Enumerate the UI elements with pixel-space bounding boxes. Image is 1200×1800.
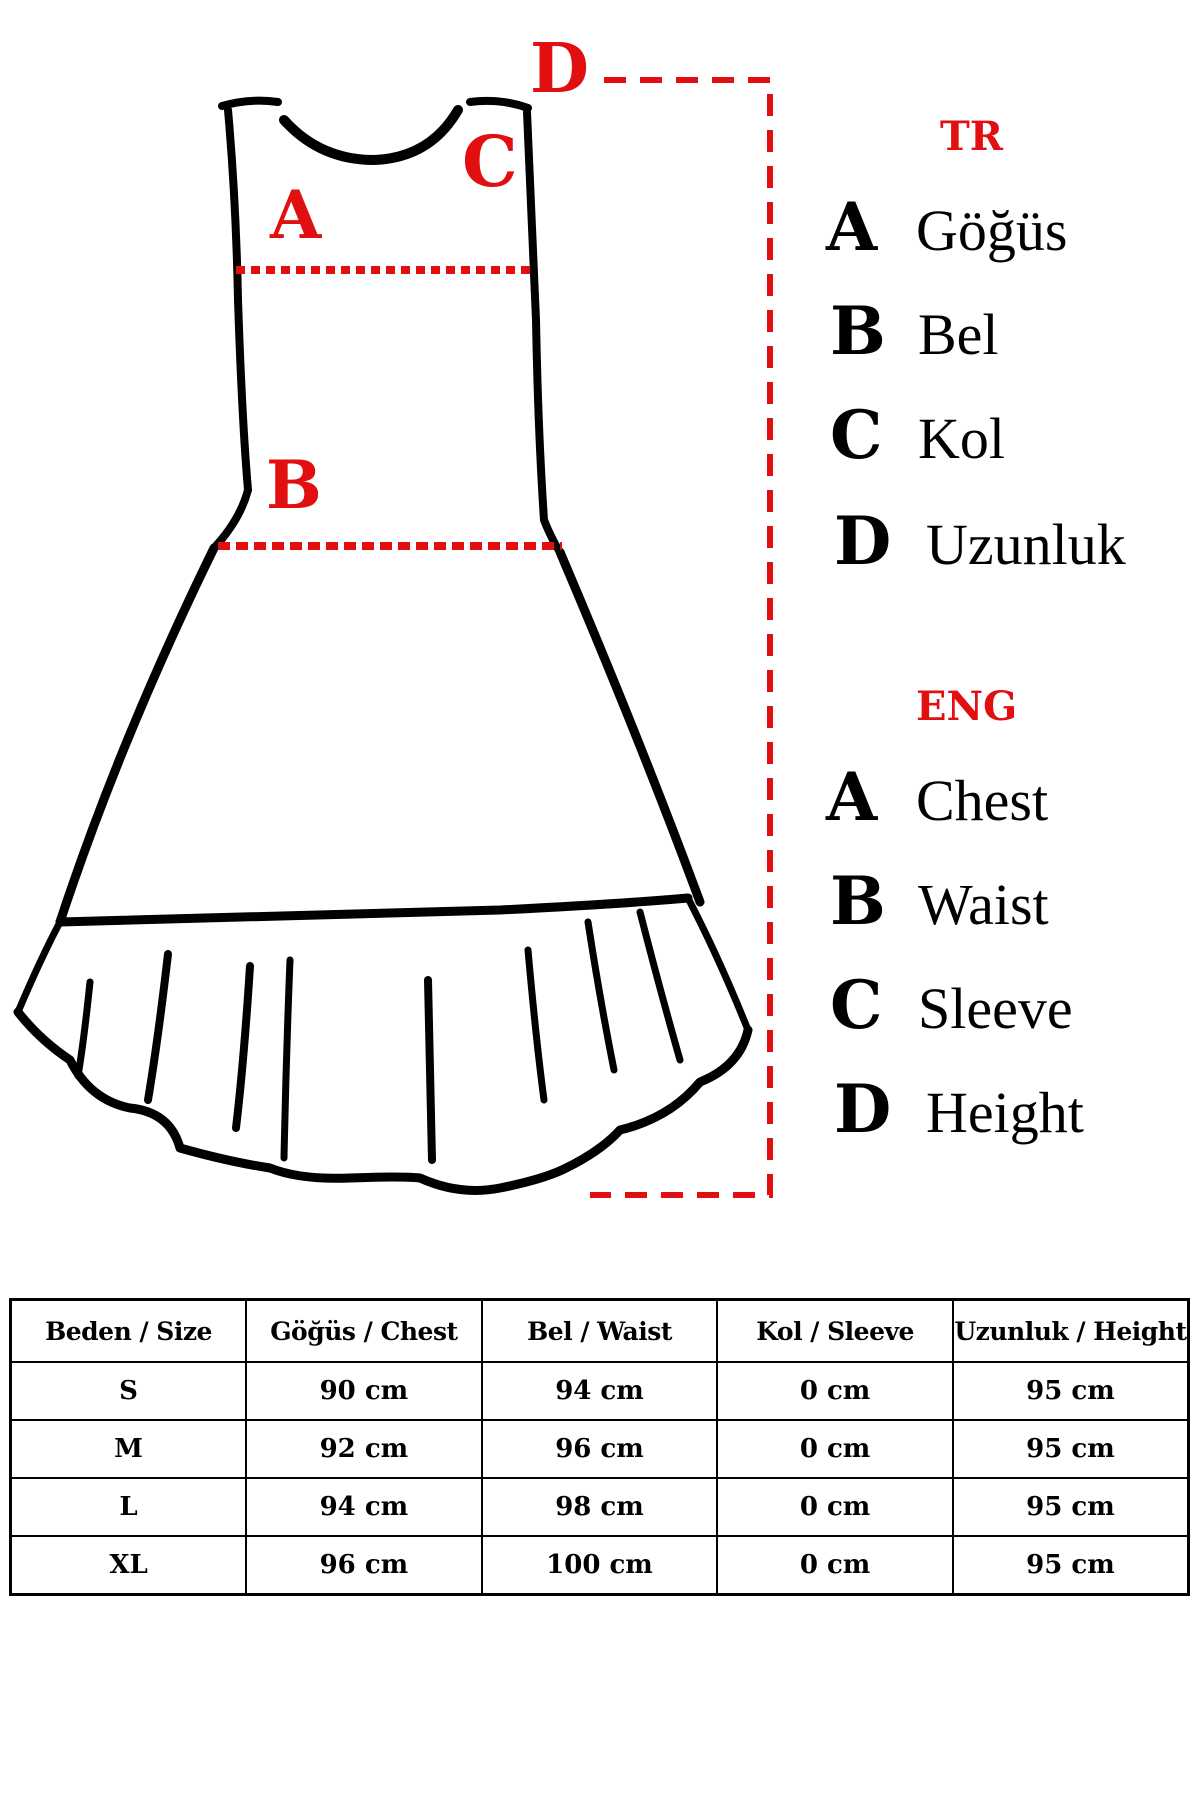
chest-cell: 94 cm: [245, 1477, 483, 1537]
legend-tr: TR A Göğüs B Bel C Kol D Uzunluk: [825, 113, 1126, 580]
legend-eng-word: Sleeve: [918, 976, 1073, 1041]
table-row: L 94 cm 98 cm 0 cm 95 cm: [9, 1477, 1190, 1537]
label-d: D: [530, 29, 589, 109]
legend-eng-word: Height: [926, 1080, 1084, 1145]
chest-cell: 90 cm: [245, 1361, 483, 1421]
sleeve-cell: 0 cm: [716, 1419, 954, 1479]
label-a: A: [269, 176, 322, 254]
waist-cell: 96 cm: [480, 1419, 719, 1479]
label-c: C: [462, 120, 518, 203]
size-cell: L: [9, 1477, 248, 1537]
size-table-header-cell: Uzunluk / Height: [951, 1298, 1190, 1363]
waist-cell: 98 cm: [480, 1477, 719, 1537]
height-cell: 95 cm: [951, 1419, 1190, 1479]
legend-tr-word: Kol: [918, 406, 1005, 471]
size-table-header-cell: Kol / Sleeve: [716, 1298, 954, 1363]
size-cell: S: [9, 1361, 248, 1421]
chest-cell: 96 cm: [245, 1535, 483, 1596]
sleeve-cell: 0 cm: [716, 1361, 954, 1421]
size-table-header-cell: Göğüs / Chest: [245, 1298, 483, 1363]
legend-eng: ENG A Chest B Waist C Sleeve D Height: [825, 683, 1084, 1148]
sleeve-cell: 0 cm: [716, 1477, 954, 1537]
chest-cell: 92 cm: [245, 1419, 483, 1479]
height-line: [590, 77, 773, 1198]
legend-eng-word: Waist: [918, 872, 1049, 937]
size-table-header-cell: Beden / Size: [9, 1298, 248, 1363]
size-table-header-cell: Bel / Waist: [480, 1298, 719, 1363]
height-cell: 95 cm: [951, 1535, 1190, 1596]
legend-eng-letter: D: [834, 1070, 891, 1148]
legend-eng-heading: ENG: [916, 683, 1017, 730]
label-b: B: [266, 446, 322, 524]
legend-tr-letter: D: [834, 502, 891, 580]
sleeve-cell: 0 cm: [716, 1535, 954, 1596]
legend-eng-letter: C: [830, 966, 883, 1044]
table-row: M 92 cm 96 cm 0 cm 95 cm: [9, 1419, 1190, 1479]
legend-tr-letter: B: [830, 292, 886, 370]
legend-tr-word: Göğüs: [916, 198, 1067, 263]
table-row: XL 96 cm 100 cm 0 cm 95 cm: [9, 1535, 1190, 1596]
legend-tr-word: Bel: [918, 302, 999, 367]
dress-measurement-diagram: A B C D TR A Göğüs B Bel C Kol D Uzunluk…: [13, 29, 1126, 1198]
size-table: Beden / Size Göğüs / Chest Bel / Waist K…: [9, 1298, 1190, 1596]
legend-tr-heading: TR: [940, 113, 1004, 160]
size-table-header-row: Beden / Size Göğüs / Chest Bel / Waist K…: [9, 1298, 1190, 1363]
height-cell: 95 cm: [951, 1477, 1190, 1537]
size-cell: XL: [9, 1535, 248, 1596]
size-cell: M: [9, 1419, 248, 1479]
legend-eng-word: Chest: [916, 768, 1048, 833]
legend-eng-letter: A: [825, 758, 878, 836]
dress-outline: [13, 96, 753, 1195]
legend-tr-word: Uzunluk: [926, 512, 1126, 577]
legend-eng-letter: B: [830, 862, 886, 940]
height-cell: 95 cm: [951, 1361, 1190, 1421]
table-row: S 90 cm 94 cm 0 cm 95 cm: [9, 1361, 1190, 1421]
waist-cell: 100 cm: [480, 1535, 719, 1596]
waist-cell: 94 cm: [480, 1361, 719, 1421]
legend-tr-letter: C: [830, 396, 883, 474]
legend-tr-letter: A: [825, 188, 878, 266]
measurement-lines: [218, 77, 773, 1198]
